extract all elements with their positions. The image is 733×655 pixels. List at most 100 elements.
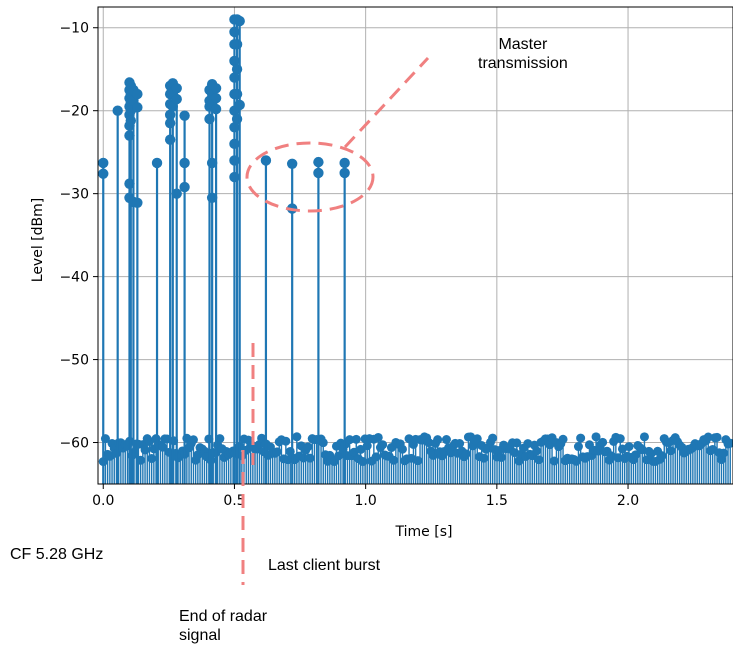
noise-marker [512, 438, 522, 448]
burst-marker-1-0 [112, 105, 123, 116]
noise-marker [371, 452, 381, 462]
burst-marker-12-4 [206, 192, 218, 203]
master-pointer-line [343, 56, 430, 149]
burst-marker-6-0 [151, 157, 163, 169]
burst-marker-16-1 [234, 99, 245, 111]
x-axis-ticks: 0.0 0.5 1.0 1.5 2.0 [92, 484, 639, 509]
burst-marker-13-0 [210, 83, 222, 94]
end-of-radar-label: End of radar signal [179, 608, 268, 644]
noise-marker [433, 435, 443, 445]
y-tick-label-4: −20 [59, 104, 89, 120]
noise-marker [591, 432, 601, 442]
noise-marker [639, 432, 649, 442]
burst-marker-9-1 [171, 93, 182, 105]
noise-marker [397, 444, 407, 454]
noise-marker [351, 434, 361, 444]
last-client-burst-label: Last client burst [268, 557, 381, 574]
burst-marker-9-0 [171, 83, 182, 94]
noise-marker [345, 435, 355, 445]
noise-marker [534, 455, 544, 465]
noise-marker [558, 434, 568, 444]
noise-marker [496, 452, 506, 462]
y-tick-label-0: −60 [59, 436, 89, 452]
burst-marker-16-0 [234, 15, 245, 27]
burst-marker-10-1 [179, 157, 190, 169]
noise-marker [657, 451, 667, 461]
x-tick-label-3: 1.5 [486, 493, 508, 509]
x-tick-label-0: 0.0 [92, 493, 114, 509]
burst-marker-5-0 [132, 88, 143, 100]
noise-marker [140, 445, 150, 455]
y-tick-label-3: −30 [59, 187, 89, 203]
noise-marker [358, 457, 368, 467]
noise-marker [378, 440, 388, 450]
noise-marker [479, 453, 489, 463]
noise-marker [413, 456, 423, 466]
y-tick-label-1: −50 [59, 353, 89, 369]
noise-marker [703, 432, 713, 442]
plot-frame [97, 6, 733, 485]
noise-marker [719, 448, 729, 458]
noise-marker [305, 453, 315, 463]
burst-marker-0-1 [98, 168, 109, 179]
burst-marker-18-0 [286, 158, 298, 169]
burst-marker-10-2 [179, 181, 190, 193]
master-highlight-ellipse [245, 141, 375, 213]
noise-marker [373, 432, 383, 442]
noise-marker [281, 436, 291, 446]
noise-marker [188, 435, 198, 445]
annotation-marks [241, 56, 430, 585]
noise-marker [389, 455, 399, 465]
y-tick-label-2: −40 [59, 270, 89, 286]
burst-marker-20-0 [339, 157, 350, 169]
noise-marker [441, 435, 451, 445]
noise-marker [488, 433, 498, 443]
burst-marker-13-2 [210, 103, 222, 115]
burst-marker-0-0 [98, 157, 109, 169]
noise-marker [576, 433, 586, 443]
burst-marker-10-0 [179, 110, 190, 121]
burst-marker-19-0 [313, 156, 324, 168]
noise-marker [272, 447, 282, 457]
noise-marker [615, 434, 625, 444]
noise-marker [598, 437, 608, 447]
burst-marker-12-3 [206, 157, 218, 169]
x-tick-label-1: 0.5 [223, 493, 245, 509]
noise-marker [666, 446, 676, 456]
noise-marker [455, 439, 465, 449]
burst-marker-20-1 [339, 167, 350, 179]
noise-marker [147, 454, 157, 464]
noise-marker [624, 442, 634, 452]
noise-marker [292, 432, 302, 442]
y-axis-label: Level [dBm] [30, 198, 46, 282]
noise-marker [461, 449, 471, 459]
noise-marker [318, 438, 328, 448]
burst-marker-9-2 [171, 188, 182, 199]
stem-series [98, 14, 350, 484]
burst-marker-19-1 [313, 167, 324, 179]
noise-marker [215, 434, 225, 444]
burst-marker-13-1 [210, 93, 222, 104]
burst-marker-2-6 [124, 130, 135, 141]
noise-marker [356, 444, 366, 454]
noise-marker [725, 438, 733, 448]
y-axis-ticks: −60 −50 −40 −30 −20 −10 [59, 21, 98, 452]
burst-marker-5-2 [132, 197, 143, 208]
noise-marker [549, 456, 559, 466]
burst-marker-2-7 [124, 178, 135, 189]
master-transmission-label: Master transmission [478, 36, 568, 72]
x-tick-label-4: 2.0 [617, 493, 639, 509]
noise-marker [532, 446, 542, 456]
center-frequency-label: CF 5.28 GHz [10, 546, 104, 563]
burst-marker-5-1 [132, 102, 143, 113]
noise-marker [573, 442, 583, 452]
burst-marker-17-0 [260, 155, 272, 166]
x-tick-label-2: 1.0 [355, 493, 377, 509]
y-tick-label-5: −10 [59, 21, 89, 37]
noise-marker [424, 438, 434, 448]
noise-marker [472, 434, 482, 444]
x-axis-label: Time [s] [395, 524, 453, 540]
noise-marker [303, 442, 313, 452]
noise-marker [712, 432, 722, 442]
